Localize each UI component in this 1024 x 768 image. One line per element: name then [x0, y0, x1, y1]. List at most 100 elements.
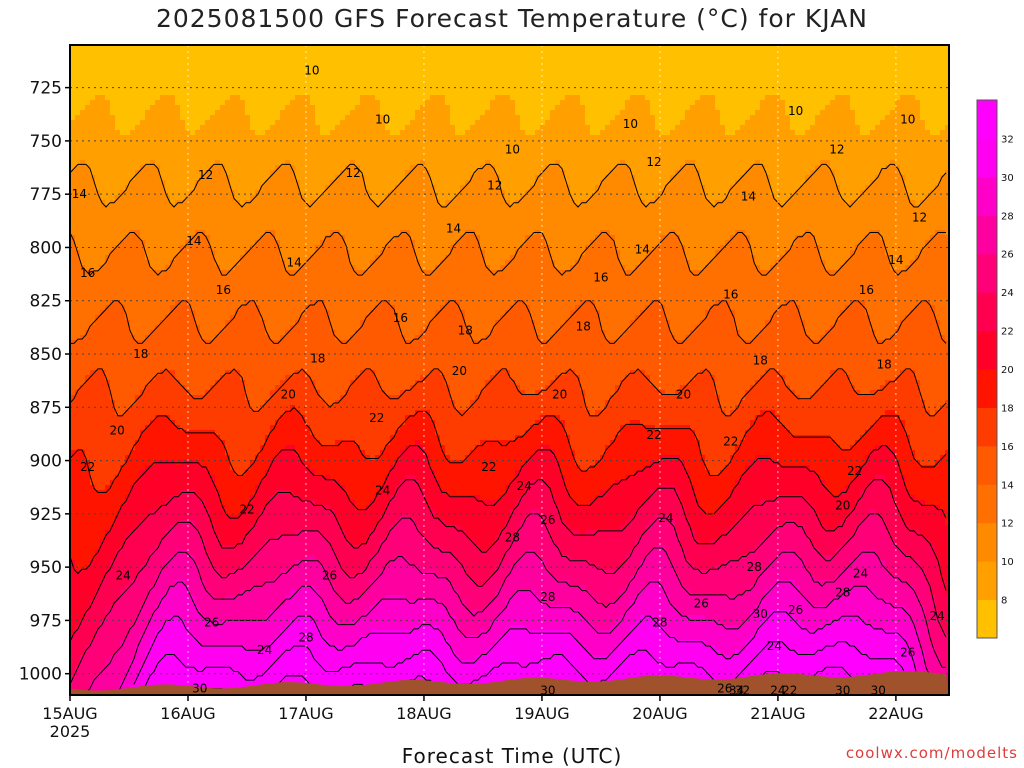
temperature-cell — [185, 405, 191, 411]
temperature-cell — [250, 335, 256, 341]
temperature-cell — [160, 365, 166, 371]
temperature-cell — [235, 320, 241, 326]
temperature-cell — [195, 135, 201, 141]
temperature-cell — [215, 680, 221, 686]
temperature-cell — [255, 570, 261, 576]
temperature-cell — [70, 465, 76, 471]
temperature-cell — [160, 680, 166, 686]
temperature-cell — [140, 600, 146, 606]
temperature-cell — [100, 380, 106, 386]
temperature-cell — [70, 530, 76, 536]
temperature-cell — [70, 275, 76, 281]
temperature-cell — [215, 565, 221, 571]
temperature-cell — [200, 135, 206, 141]
temperature-cell — [215, 110, 221, 116]
temperature-cell — [245, 680, 251, 686]
temperature-cell — [110, 675, 116, 681]
temperature-cell — [185, 425, 191, 431]
temperature-cell — [210, 650, 216, 656]
temperature-cell — [215, 550, 221, 556]
temperature-cell — [245, 610, 251, 616]
temperature-cell — [190, 325, 196, 331]
temperature-cell — [135, 240, 141, 246]
temperature-cell — [230, 180, 236, 186]
temperature-cell — [75, 125, 81, 131]
temperature-cell — [85, 225, 91, 231]
temperature-cell — [150, 370, 156, 376]
temperature-cell — [205, 415, 211, 421]
temperature-cell — [195, 270, 201, 276]
temperature-cell — [80, 535, 86, 541]
temperature-cell — [70, 325, 76, 331]
temperature-cell — [95, 235, 101, 241]
temperature-cell — [80, 420, 86, 426]
temperature-cell — [80, 240, 86, 246]
temperature-cell — [210, 370, 216, 376]
temperature-cell — [95, 335, 101, 341]
temperature-cell — [95, 685, 101, 691]
temperature-cell — [70, 575, 76, 581]
temperature-cell — [250, 395, 256, 401]
temperature-cell — [240, 655, 246, 661]
temperature-cell — [85, 275, 91, 281]
temperature-cell — [120, 140, 126, 146]
temperature-cell — [130, 380, 136, 386]
temperature-cell — [115, 215, 121, 221]
temperature-cell — [145, 230, 151, 236]
temperature-cell — [70, 170, 76, 176]
temperature-cell — [260, 125, 266, 131]
temperature-cell — [175, 365, 181, 371]
temperature-cell — [195, 100, 201, 106]
temperature-cell — [180, 430, 186, 436]
temperature-cell — [200, 175, 206, 181]
temperature-cell — [95, 655, 101, 661]
temperature-cell — [250, 665, 256, 671]
temperature-cell — [190, 540, 196, 546]
temperature-cell — [260, 330, 266, 336]
temperature-cell — [225, 425, 231, 431]
temperature-cell — [115, 485, 121, 491]
temperature-cell — [260, 210, 266, 216]
temperature-cell — [160, 455, 166, 461]
temperature-cell — [215, 425, 221, 431]
temperature-cell — [100, 575, 106, 581]
temperature-cell — [255, 165, 261, 171]
temperature-cell — [80, 120, 86, 126]
temperature-cell — [245, 210, 251, 216]
temperature-cell — [250, 340, 256, 346]
temperature-cell — [130, 245, 136, 251]
temperature-cell — [75, 110, 81, 116]
temperature-cell — [150, 45, 156, 51]
temperature-cell — [165, 65, 171, 71]
temperature-cell — [190, 545, 196, 551]
temperature-cell — [180, 635, 186, 641]
temperature-cell — [185, 485, 191, 491]
temperature-cell — [140, 585, 146, 591]
temperature-cell — [125, 400, 131, 406]
temperature-cell — [175, 170, 181, 176]
temperature-cell — [250, 420, 256, 426]
temperature-cell — [130, 640, 136, 646]
temperature-cell — [245, 525, 251, 531]
temperature-cell — [175, 380, 181, 386]
temperature-cell — [70, 70, 76, 76]
temperature-cell — [240, 395, 246, 401]
temperature-cell — [235, 145, 241, 151]
temperature-cell — [80, 470, 86, 476]
temperature-cell — [190, 440, 196, 446]
temperature-cell — [125, 285, 131, 291]
temperature-cell — [160, 630, 166, 636]
temperature-cell — [125, 450, 131, 456]
temperature-cell — [165, 330, 171, 336]
temperature-cell — [95, 640, 101, 646]
temperature-cell — [235, 285, 241, 291]
temperature-cell — [110, 310, 116, 316]
temperature-cell — [205, 105, 211, 111]
temperature-cell — [165, 485, 171, 491]
temperature-cell — [85, 110, 91, 116]
temperature-cell — [175, 680, 181, 686]
temperature-cell — [240, 440, 246, 446]
temperature-cell — [90, 105, 96, 111]
temperature-cell — [125, 115, 131, 121]
temperature-cell — [180, 645, 186, 651]
